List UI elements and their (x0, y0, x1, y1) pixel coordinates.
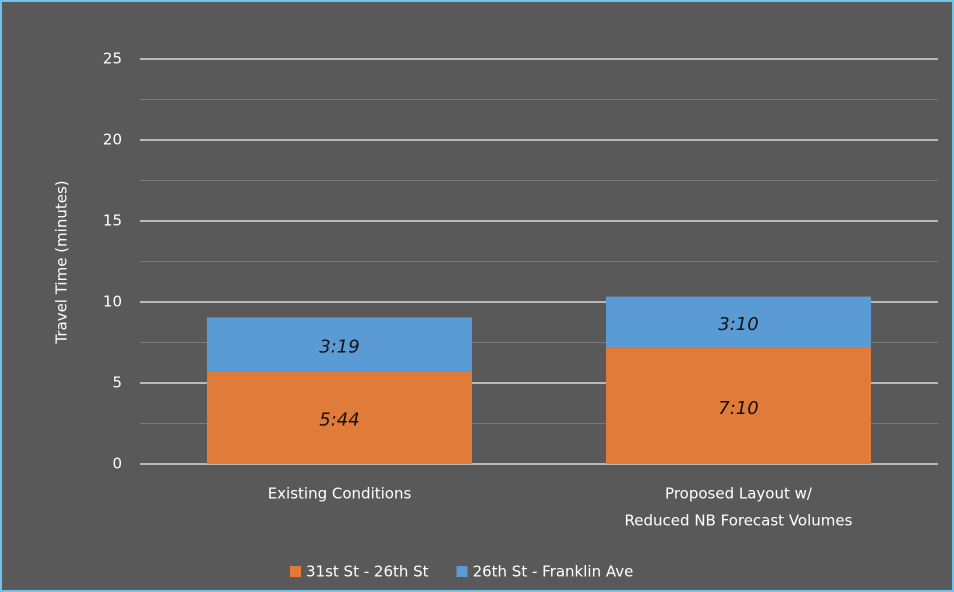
bar-segment (207, 371, 472, 464)
y-tick-label: 20 (103, 131, 122, 149)
x-tick-label: Proposed Layout w/ (665, 485, 813, 503)
legend-swatch (456, 566, 468, 577)
x-tick-label: Existing Conditions (268, 485, 412, 503)
value-label: 3:19 (319, 336, 359, 357)
legend-swatch (290, 566, 301, 577)
legend-label: 31st St - 26th St (306, 563, 429, 581)
y-tick-label: 25 (103, 50, 122, 68)
value-label: 5:44 (319, 410, 359, 431)
value-label: 3:10 (718, 314, 758, 335)
bar-segment (606, 296, 871, 348)
bar-segment (207, 317, 472, 372)
bar-segment (606, 347, 871, 464)
value-label: 7:10 (718, 398, 758, 419)
x-tick-label: Reduced NB Forecast Volumes (625, 512, 853, 530)
legend-label: 26th St - Franklin Ave (473, 563, 634, 581)
y-tick-label: 5 (112, 374, 122, 392)
y-tick-label: 15 (103, 212, 122, 230)
y-tick-label: 0 (112, 455, 122, 473)
y-tick-label: 10 (103, 293, 122, 311)
y-axis-label: Travel Time (minutes) (53, 180, 71, 344)
